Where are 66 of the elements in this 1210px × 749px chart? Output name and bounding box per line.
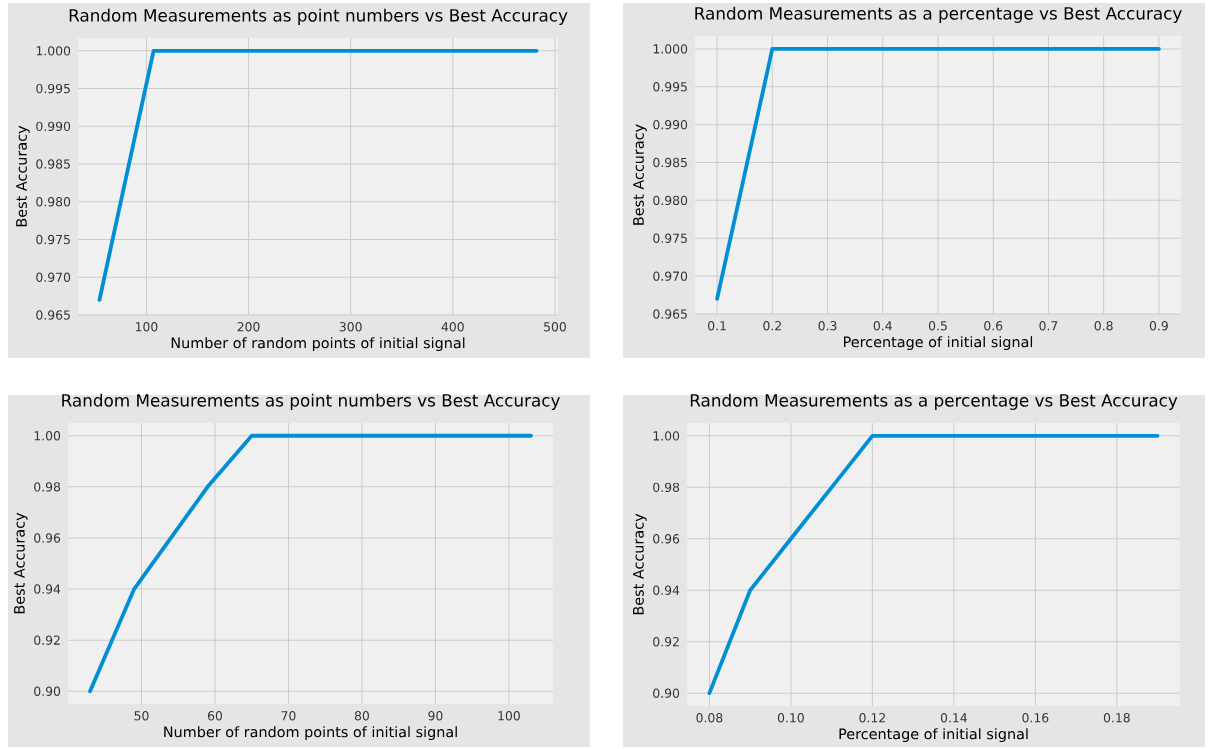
y-tick-label: 0.90: [34, 686, 61, 697]
y-tick-label: 0.975: [36, 234, 70, 245]
y-tick-label: 0.965: [653, 309, 687, 319]
y-tick-label: 0.90: [653, 688, 680, 698]
x-tick-label: 300: [339, 322, 362, 332]
x-tick-label: 0.2: [763, 321, 781, 331]
chart-title: Random Measurements as point numbers vs Best Accuracy: [62, 393, 560, 411]
y-tick-label: 0.965: [36, 310, 70, 320]
y-tick-label: 1.00: [34, 431, 61, 441]
y-axis-title: Best Accuracy: [633, 124, 647, 225]
x-tick-label: 0.14: [940, 713, 967, 723]
y-tick-label: 0.985: [36, 159, 70, 169]
x-axis-title: Number of random points of initial signal: [164, 726, 457, 741]
y-tick-label: 1.000: [36, 46, 71, 56]
chart-title: Random Measurements as a percentage vs Best Accuracy: [690, 393, 1178, 411]
x-axis-title: Percentage of initial signal: [844, 336, 1033, 351]
x-tick-label: 0.1: [708, 321, 726, 331]
x-tick-label: 0.9: [1149, 321, 1168, 331]
x-tick-label: 0.08: [696, 713, 723, 723]
x-tick-label: 0.8: [1094, 321, 1113, 331]
x-tick-label: 0.16: [1022, 713, 1049, 723]
y-tick-label: 0.985: [653, 157, 687, 168]
y-tick-label: 0.98: [653, 482, 680, 493]
y-tick-label: 0.970: [653, 271, 688, 281]
x-tick-label: 70: [281, 711, 296, 721]
chart-title: Random Measurements as point numbers vs Best Accuracy: [69, 8, 568, 26]
y-axis-title: Best Accuracy: [16, 125, 30, 227]
chart-title: Random Measurements as a percentage vs Best Accuracy: [695, 6, 1182, 24]
x-tick-label: 50: [134, 711, 149, 721]
y-tick-label: 0.980: [36, 197, 71, 207]
x-tick-label: 0.4: [873, 321, 892, 331]
y-tick-label: 1.00: [653, 431, 680, 441]
x-tick-label: 60: [207, 711, 223, 721]
x-tick-label: 0.3: [818, 321, 837, 331]
y-tick-label: 0.96: [34, 533, 61, 543]
y-tick-label: 0.92: [653, 637, 679, 647]
y-tick-label: 0.980: [653, 195, 688, 206]
y-tick-label: 0.92: [34, 635, 60, 645]
x-tick-label: 0.7: [1039, 321, 1058, 331]
x-axis-title: Number of random points of initial signal: [171, 337, 465, 352]
x-axis-title: Percentage of initial signal: [839, 728, 1028, 743]
y-tick-label: 0.98: [34, 482, 61, 492]
y-tick-label: 0.94: [34, 584, 61, 594]
x-tick-label: 80: [354, 711, 369, 721]
y-axis-title: Best Accuracy: [14, 512, 28, 614]
x-tick-label: 400: [441, 322, 464, 332]
y-tick-label: 0.96: [653, 534, 680, 544]
x-tick-label: 90: [428, 711, 443, 721]
x-tick-label: 0.6: [984, 321, 1003, 331]
x-tick-label: 100: [135, 322, 158, 332]
y-tick-label: 0.995: [653, 82, 687, 92]
y-tick-label: 0.990: [653, 120, 688, 130]
y-tick-label: 1.000: [653, 44, 688, 54]
x-tick-label: 200: [237, 322, 260, 332]
x-tick-label: 100: [498, 711, 520, 721]
x-tick-label: 0.5: [928, 321, 947, 331]
y-tick-label: 0.995: [36, 84, 70, 94]
y-tick-label: 0.990: [36, 121, 71, 132]
x-tick-label: 0.10: [777, 713, 804, 723]
x-tick-label: 500: [544, 322, 566, 332]
y-tick-label: 0.975: [653, 233, 687, 244]
y-tick-label: 0.970: [36, 272, 71, 283]
x-tick-label: 0.18: [1103, 713, 1130, 723]
x-tick-label: 0.12: [859, 713, 885, 723]
y-tick-label: 0.94: [653, 585, 680, 596]
y-axis-title: Best Accuracy: [633, 513, 647, 615]
